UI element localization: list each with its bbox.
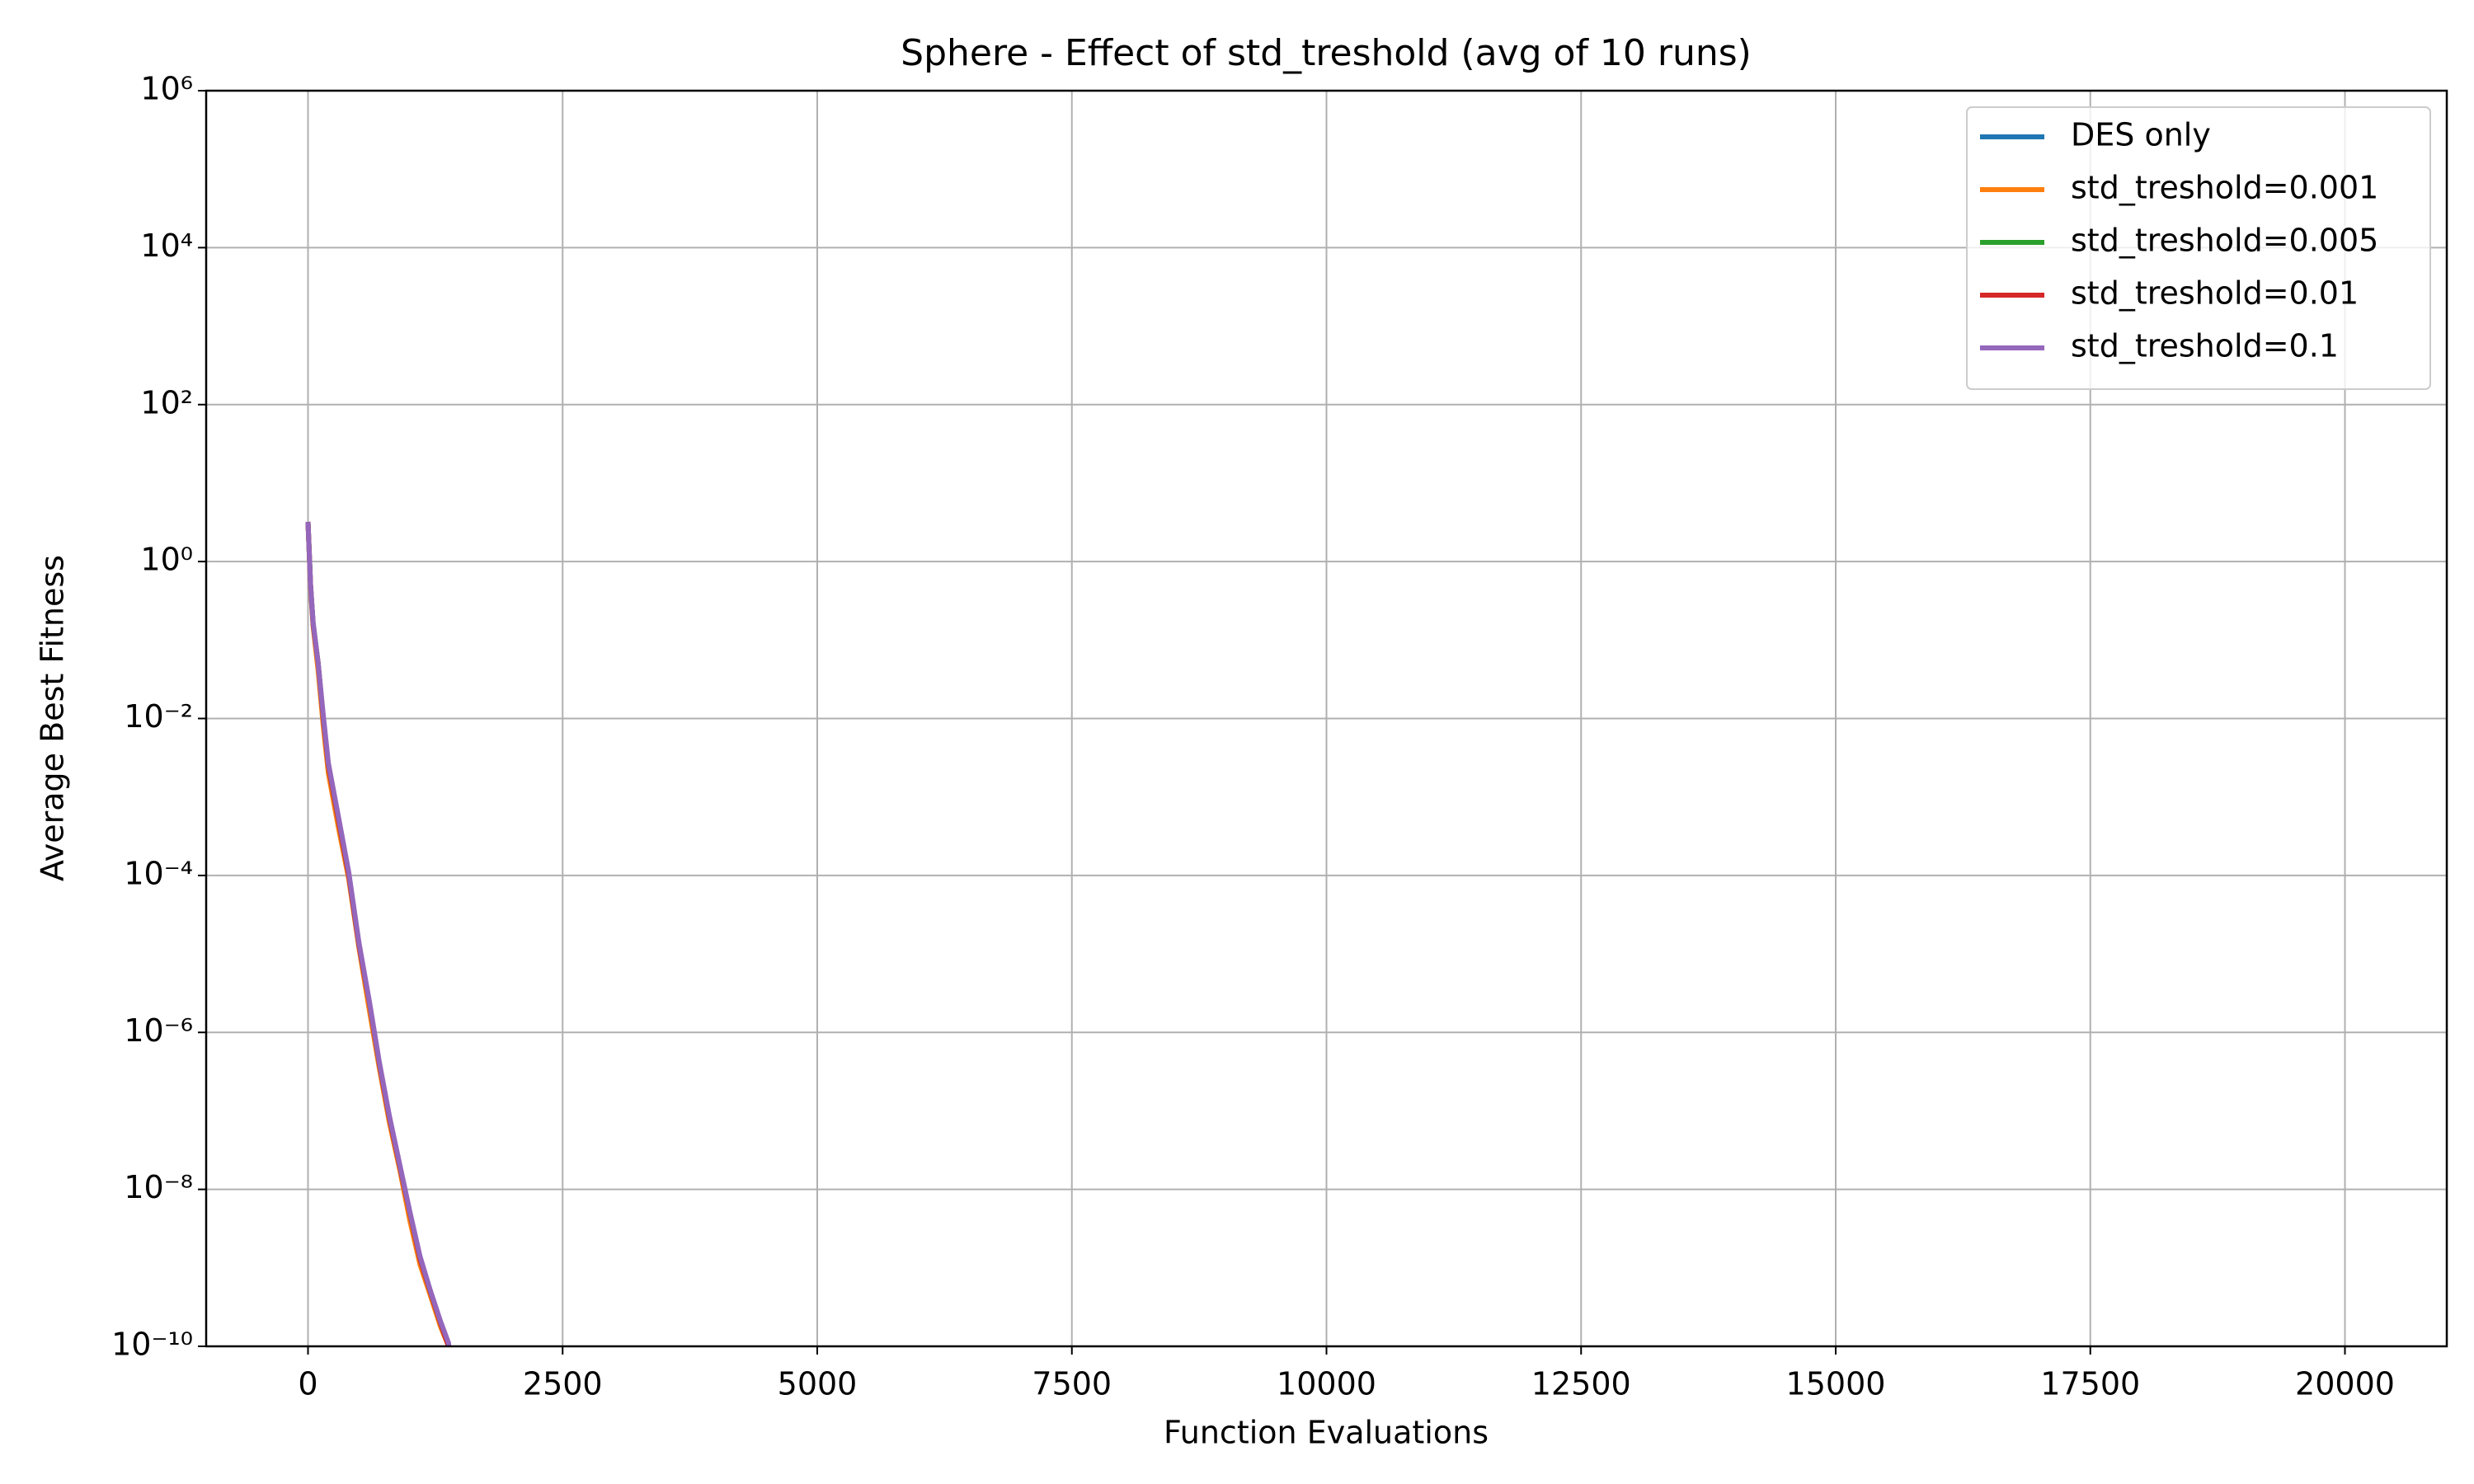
y-tick-label: 10⁰: [140, 542, 193, 578]
y-tick-label: 10⁻⁸: [124, 1169, 193, 1205]
x-tick-label: 15000: [1786, 1366, 1886, 1402]
x-tick-label: 20000: [2295, 1366, 2395, 1402]
x-tick-label: 2500: [523, 1366, 603, 1402]
legend-label: DES only: [2071, 117, 2211, 153]
x-tick-label: 12500: [1531, 1366, 1631, 1402]
y-tick-label: 10⁴: [140, 228, 193, 264]
y-tick-label: 10⁻⁴: [124, 855, 193, 891]
x-axis-label: Function Evaluations: [1164, 1415, 1489, 1451]
legend: DES only std_treshold=0.001 std_treshold=0…: [1966, 106, 2431, 390]
x-tick-label: 5000: [778, 1366, 858, 1402]
y-tick-label: 10⁶: [140, 71, 193, 107]
y-tick-label: 10⁻²: [124, 698, 193, 735]
y-axis-label: Average Best Fitness: [35, 555, 71, 881]
legend-label: std_treshold=0.1: [2071, 328, 2339, 364]
x-tick-label: 7500: [1032, 1366, 1112, 1402]
x-tick-label: 0: [298, 1366, 317, 1402]
y-tick-label: 10⁻⁶: [124, 1012, 193, 1049]
legend-label: std_treshold=0.001: [2071, 170, 2378, 206]
chart-title: Sphere - Effect of std_treshold (avg of …: [901, 32, 1752, 74]
legend-label: std_treshold=0.005: [2071, 223, 2378, 259]
x-tick-label: 10000: [1277, 1366, 1376, 1402]
ticks: 0 2500 5000 7500 10000 12500 15000 17500 20000 10…: [111, 71, 2395, 1402]
legend-label: std_treshold=0.01: [2071, 275, 2359, 312]
series-line: [305, 521, 452, 1346]
plot-area: [305, 521, 452, 1346]
y-tick-label: 10⁻¹⁰: [111, 1327, 193, 1363]
x-tick-label: 17500: [2040, 1366, 2140, 1402]
y-tick-label: 10²: [140, 384, 193, 420]
legend-box: [1966, 106, 2431, 390]
